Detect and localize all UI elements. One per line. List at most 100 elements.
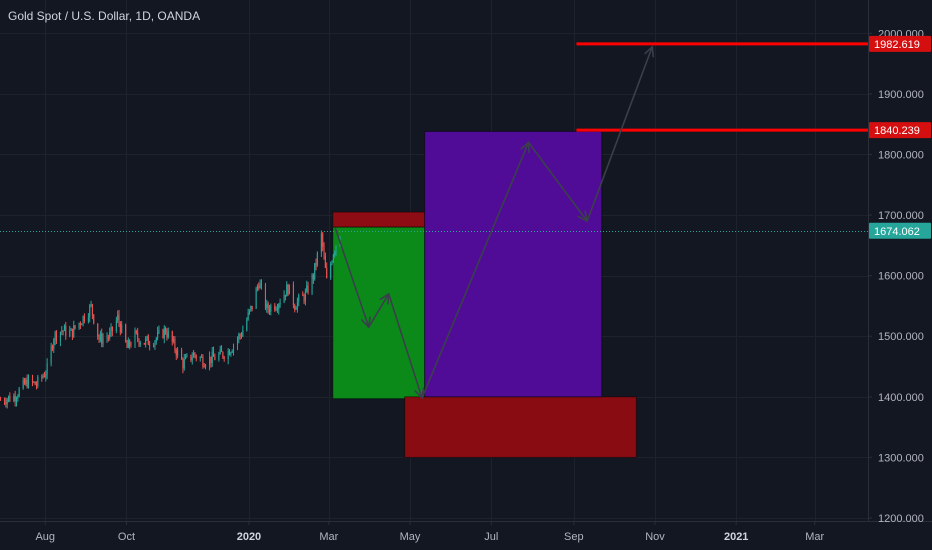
candle-body (331, 262, 333, 264)
price-tick-label: 1200.000 (878, 513, 924, 525)
candle-body (154, 341, 156, 346)
candle-body (306, 285, 308, 292)
candle-body (115, 320, 117, 331)
price-tags: 1982.619 1840.239 1674.062 (869, 35, 931, 239)
candle-body (181, 349, 183, 360)
price-axis[interactable]: 1200.000 1300.000 1400.000 1500.000 1600.000… (868, 28, 924, 525)
candle-body (33, 381, 35, 383)
candle-body (238, 334, 240, 340)
candle-body (98, 336, 100, 341)
candle-body (74, 325, 76, 329)
chart-title: Gold Spot / U.S. Dollar, 1D, OANDA (8, 9, 201, 23)
candle-body (240, 335, 243, 337)
candle-body (322, 233, 324, 247)
projection-segment[interactable] (387, 293, 423, 399)
candle-body (316, 252, 318, 265)
candle-body (50, 346, 52, 364)
candle-body (246, 319, 248, 331)
candle-body (54, 332, 56, 341)
candle-body (210, 356, 212, 364)
candle-body (292, 284, 294, 305)
candle-body (153, 345, 155, 347)
candle-body (53, 340, 55, 350)
candle-body (278, 304, 280, 310)
candle-body (324, 255, 326, 268)
candle-body (81, 324, 83, 326)
candle-body (274, 305, 276, 310)
candle-body (288, 284, 290, 295)
candle-body (138, 339, 140, 345)
candle-body (158, 329, 160, 332)
candle-body (194, 352, 196, 356)
drawn-zones[interactable] (332, 130, 637, 458)
candle-body (303, 295, 305, 302)
candle-body (287, 284, 289, 295)
candle-body (109, 332, 111, 338)
candle-body (107, 337, 109, 339)
candle-body (59, 331, 61, 341)
red-bottom-zone[interactable] (404, 396, 637, 458)
candle-body (199, 357, 201, 359)
candle-body (294, 304, 296, 310)
price-tick-label: 1600.000 (878, 271, 924, 283)
candle-body (335, 245, 337, 252)
candle-body (79, 322, 81, 325)
red-top-zone[interactable] (332, 211, 426, 228)
candle-body (91, 304, 93, 315)
candle-body (220, 349, 223, 352)
candle-body (230, 352, 232, 356)
projection-segment[interactable] (367, 293, 390, 328)
candle-body (27, 376, 30, 388)
candle-body (117, 314, 119, 321)
candle-body (65, 325, 67, 337)
candle-body (145, 338, 147, 345)
purple-zone[interactable] (424, 130, 603, 398)
green-zone[interactable] (332, 226, 426, 400)
candle-body (270, 305, 272, 312)
candle-body (195, 355, 197, 359)
candle-body (330, 263, 332, 278)
candle-body (326, 267, 328, 278)
candle-body (18, 388, 20, 397)
candle-body (298, 295, 300, 302)
candle-body (232, 345, 235, 352)
candle-body (177, 349, 179, 356)
candle-body (97, 323, 99, 337)
candle-body (7, 395, 10, 400)
projection-segment[interactable] (527, 141, 588, 222)
projection-path[interactable] (334, 45, 655, 399)
horizontal-levels[interactable] (576, 42, 868, 132)
projection-segment[interactable] (586, 45, 654, 222)
candle-body (71, 328, 73, 338)
candle-body (202, 356, 204, 367)
candle-body (203, 366, 205, 368)
candle-body (31, 376, 34, 383)
candle-body (222, 351, 224, 358)
candle-body (236, 339, 239, 346)
candle-body (125, 324, 127, 342)
candle-body (127, 340, 129, 348)
candle-body (284, 294, 286, 297)
candle-body (267, 303, 269, 310)
candle-body (173, 339, 175, 342)
projection-segment[interactable] (421, 141, 530, 399)
time-axis[interactable]: Aug Oct 2020 Mar May Jul Sep Nov 2021 Mar (35, 521, 825, 543)
candle-body (83, 315, 85, 322)
candle-body (110, 326, 112, 333)
price-tick-label: 1700.000 (878, 210, 924, 222)
candle-body (46, 363, 48, 375)
candle-body (223, 357, 225, 360)
candle-body (87, 317, 89, 322)
candle-body (231, 351, 233, 353)
current-price-tag-bg (869, 222, 931, 239)
candle-body (211, 351, 213, 364)
candle-body (264, 284, 266, 309)
projection-segment[interactable] (334, 227, 370, 328)
candle-body (134, 330, 136, 346)
candle-body (276, 309, 278, 311)
candle-body (102, 338, 104, 344)
candle-body (228, 350, 231, 356)
candle-body (93, 314, 95, 324)
candle-body (166, 333, 168, 338)
